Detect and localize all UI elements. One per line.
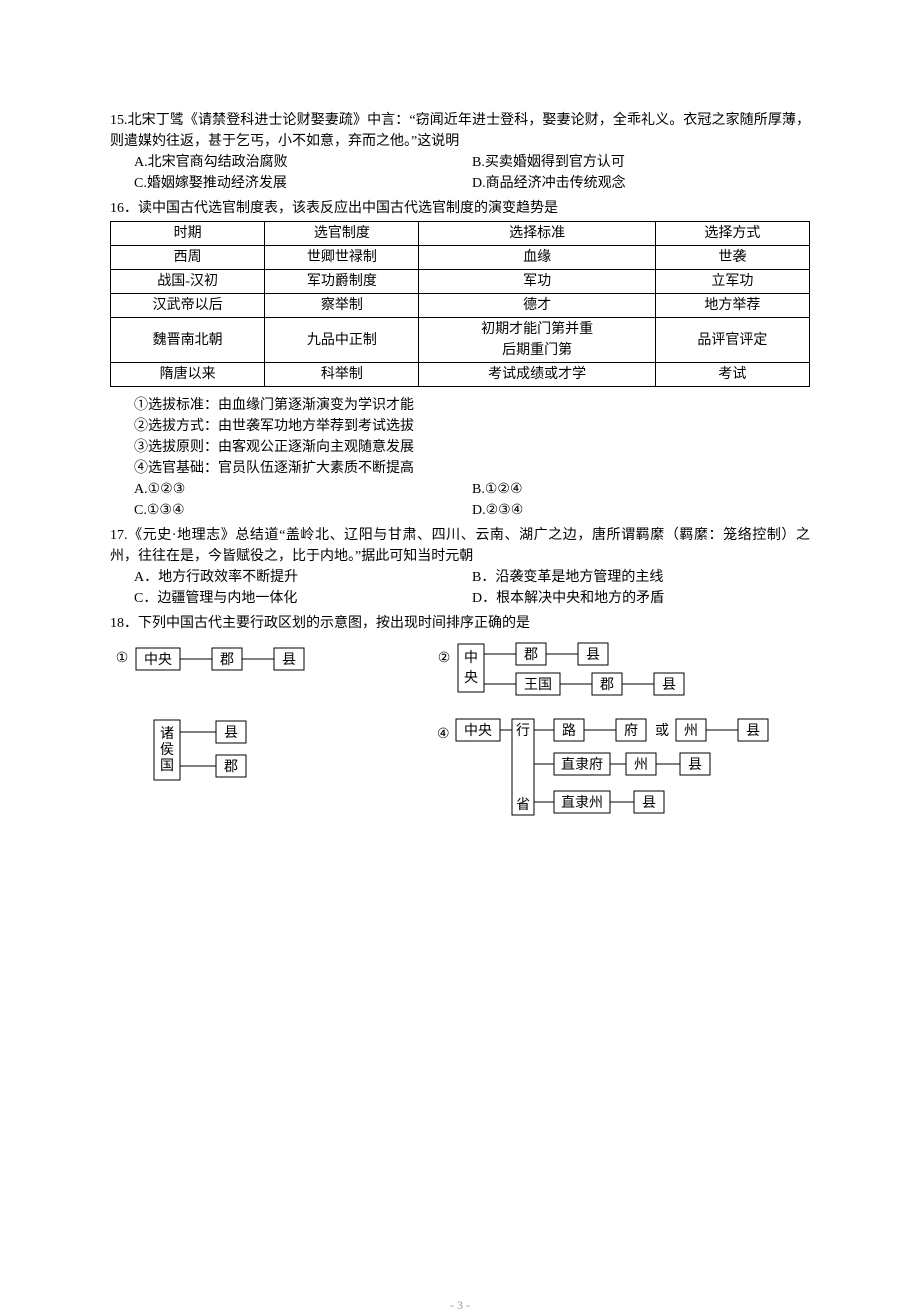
q16-item4: ④选官基础：官员队伍逐渐扩大素质不断提高: [134, 458, 810, 479]
q17-opt-a: A．地方行政效率不断提升: [134, 567, 472, 588]
svg-text:直隶府: 直隶府: [561, 756, 603, 773]
svg-text:省: 省: [516, 797, 530, 813]
table-row: 魏晋南北朝九品中正制初期才能门第并重 后期重门第品评官评定: [111, 318, 810, 363]
table-header-row: 时期 选官制度 选择标准 选择方式: [111, 222, 810, 246]
q17-opt-d: D．根本解决中央和地方的矛盾: [472, 588, 810, 609]
q15-opt-a: A.北宋官商勾结政治腐败: [134, 152, 472, 173]
q16-opt-a: A.①②③: [134, 479, 472, 500]
q16-opt-c: C.①③④: [134, 500, 472, 521]
svg-text:诸: 诸: [160, 726, 174, 742]
q16-text: 16．读中国古代选官制度表，该表反应出中国古代选官制度的演变趋势是: [110, 198, 810, 219]
th-system: 选官制度: [265, 222, 419, 246]
svg-text:郡: 郡: [220, 652, 234, 668]
th-method: 选择方式: [655, 222, 809, 246]
svg-text:州: 州: [684, 724, 698, 739]
table-row: 战国-汉初军功爵制度军功立军功: [111, 270, 810, 294]
svg-text:县: 县: [224, 726, 238, 741]
table-row: 隋唐以来科举制考试成绩或才学考试: [111, 363, 810, 387]
svg-text:路: 路: [562, 723, 576, 739]
q16-items: ①选拔标准：由血缘门第逐渐演变为学识才能 ②选拔方式：由世袭军功地方举荐到考试选…: [110, 395, 810, 479]
q16-item2: ②选拔方式：由世袭军功地方举荐到考试选拔: [134, 416, 810, 437]
table-row: 汉武帝以后察举制德才地方举荐: [111, 294, 810, 318]
q15-opt-c: C.婚姻嫁娶推动经济发展: [134, 173, 472, 194]
svg-text:侯: 侯: [160, 742, 174, 758]
svg-text:中央: 中央: [464, 723, 492, 739]
q18-diagrams: ① 中央 郡 县 ② 中 央 郡: [110, 640, 810, 826]
q16-item3: ③选拔原则：由客观公正逐渐向主观随意发展: [134, 437, 810, 458]
svg-text:行: 行: [516, 723, 530, 739]
q16-options: A.①②③ B.①②④ C.①③④ D.②③④: [110, 479, 810, 521]
th-standard: 选择标准: [419, 222, 655, 246]
svg-text:或: 或: [655, 723, 669, 739]
question-15: 15.北宋丁骘《请禁登科进士论财娶妻疏》中言：“窃闻近年进士登科，娶妻论财，全乖…: [110, 110, 810, 194]
svg-text:国: 国: [160, 759, 174, 774]
diagram-1: 中央 郡 县: [134, 640, 364, 680]
svg-text:县: 县: [642, 796, 656, 811]
q15-options: A.北宋官商勾结政治腐败 B.买卖婚姻得到官方认可 C.婚姻嫁娶推动经济发展 D…: [110, 152, 810, 194]
d2-label: ②: [432, 640, 456, 669]
q15-opt-b: B.买卖婚姻得到官方认可: [472, 152, 810, 173]
q17-opt-b: B．沿袭变革是地方管理的主线: [472, 567, 810, 588]
q17-opt-c: C．边疆管理与内地一体化: [134, 588, 472, 609]
th-period: 时期: [111, 222, 265, 246]
svg-text:中央: 中央: [144, 652, 172, 668]
d4-label: ④: [432, 716, 454, 745]
diagram-4: 中央 行 省 路 府 或 州 县: [454, 716, 810, 826]
diagram-3: 诸 侯 国 县 郡: [134, 716, 364, 786]
svg-text:县: 县: [746, 724, 760, 739]
svg-text:直隶州: 直隶州: [561, 794, 603, 811]
diagram-2: 中 央 郡 县 王国 郡 县: [456, 640, 796, 710]
svg-text:县: 县: [688, 758, 702, 773]
d1-label: ①: [110, 640, 134, 669]
page-footer: - 3 -: [110, 1296, 810, 1314]
q17-options: A．地方行政效率不断提升 B．沿袭变革是地方管理的主线 C．边疆管理与内地一体化…: [110, 567, 810, 609]
q17-text: 17.《元史·地理志》总结道“盖岭北、辽阳与甘肃、四川、云南、湖广之边，唐所谓羁…: [110, 525, 810, 567]
svg-text:府: 府: [624, 723, 638, 739]
svg-text:郡: 郡: [224, 759, 238, 775]
table-row: 西周世卿世禄制血缘世袭: [111, 246, 810, 270]
q15-opt-d: D.商品经济冲击传统观念: [472, 173, 810, 194]
question-17: 17.《元史·地理志》总结道“盖岭北、辽阳与甘肃、四川、云南、湖广之边，唐所谓羁…: [110, 525, 810, 609]
svg-text:郡: 郡: [600, 677, 614, 693]
svg-text:县: 县: [662, 678, 676, 693]
svg-text:县: 县: [586, 648, 600, 663]
svg-text:郡: 郡: [524, 647, 538, 663]
q16-item1: ①选拔标准：由血缘门第逐渐演变为学识才能: [134, 395, 810, 416]
svg-text:央: 央: [464, 670, 478, 686]
svg-text:中: 中: [464, 650, 478, 666]
svg-text:王国: 王国: [524, 678, 552, 693]
question-18: 18．下列中国古代主要行政区划的示意图，按出现时间排序正确的是 ① 中央 郡 县…: [110, 613, 810, 826]
q18-text: 18．下列中国古代主要行政区划的示意图，按出现时间排序正确的是: [110, 613, 810, 634]
question-16: 16．读中国古代选官制度表，该表反应出中国古代选官制度的演变趋势是 时期 选官制…: [110, 198, 810, 521]
svg-text:县: 县: [282, 653, 296, 668]
q16-opt-b: B.①②④: [472, 479, 810, 500]
q15-text: 15.北宋丁骘《请禁登科进士论财娶妻疏》中言：“窃闻近年进士登科，娶妻论财，全乖…: [110, 110, 810, 152]
svg-text:州: 州: [634, 758, 648, 773]
q16-table: 时期 选官制度 选择标准 选择方式 西周世卿世禄制血缘世袭 战国-汉初军功爵制度…: [110, 221, 810, 387]
q16-opt-d: D.②③④: [472, 500, 810, 521]
